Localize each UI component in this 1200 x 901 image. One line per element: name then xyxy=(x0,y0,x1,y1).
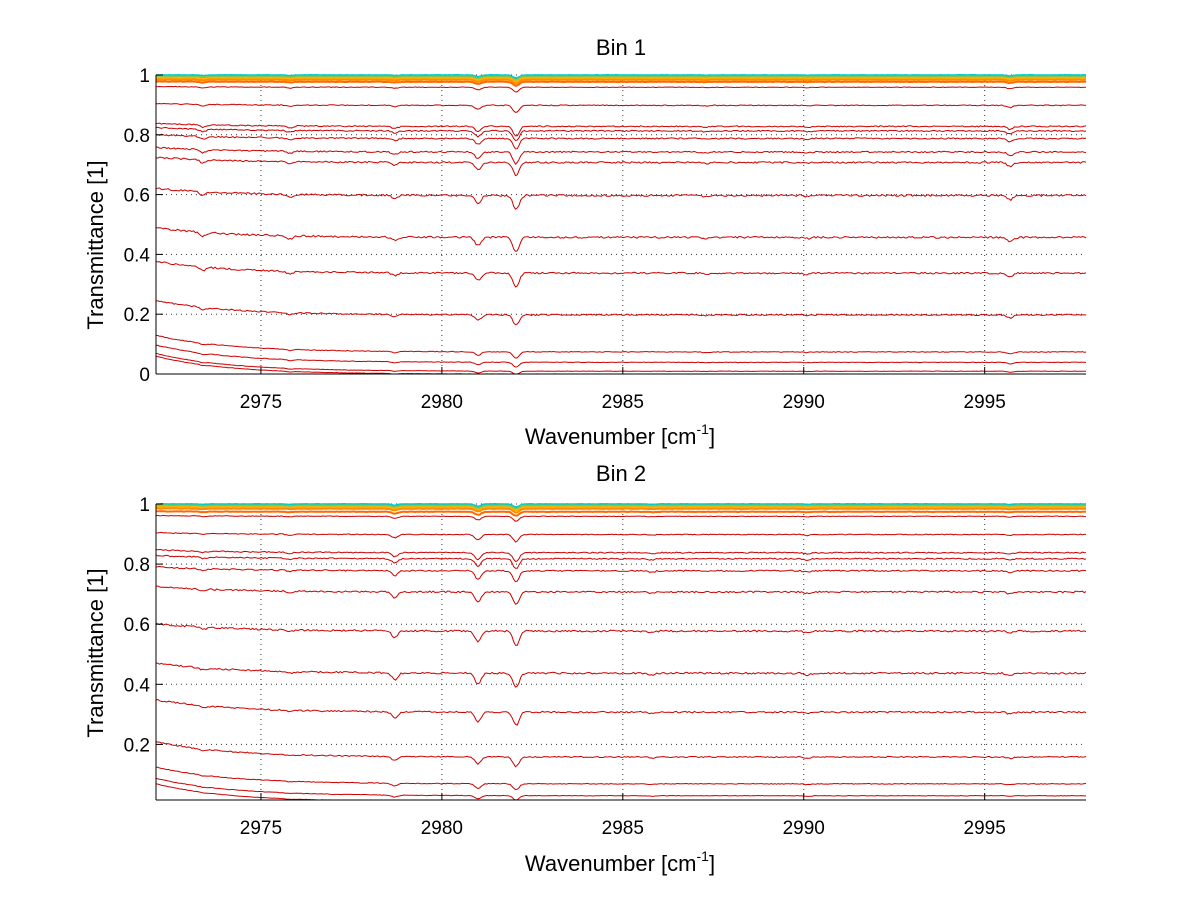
y-tick-label: 0.6 xyxy=(124,186,150,207)
series-line xyxy=(155,554,1087,569)
y-tick-label: 0.2 xyxy=(124,735,150,756)
series-line xyxy=(155,662,1087,688)
chart-panel-bin-1: Bin 1 Transmittance [1] Wavenumber [cm-1… xyxy=(83,35,1087,449)
series-line xyxy=(155,548,1087,562)
y-tick-label: 1 xyxy=(139,66,150,87)
series-line xyxy=(155,698,1087,726)
series-line xyxy=(155,260,1087,288)
series-line xyxy=(156,585,1087,605)
series-line xyxy=(155,507,1087,514)
series-line xyxy=(155,156,1087,177)
series-line xyxy=(155,102,1087,113)
series-line xyxy=(155,126,1087,142)
chart-title: Bin 2 xyxy=(596,461,646,486)
series-line xyxy=(155,300,1087,326)
series-line xyxy=(155,85,1086,93)
x-tick-label: 2975 xyxy=(240,392,282,413)
series-group xyxy=(155,73,1087,375)
y-tick-label: 0 xyxy=(139,365,150,386)
series-line xyxy=(155,777,1086,801)
series-line xyxy=(155,146,1086,166)
series-line xyxy=(155,622,1087,646)
y-tick-label: 0.8 xyxy=(124,555,150,576)
x-axis-label: Wavenumber [cm-1] xyxy=(525,848,715,876)
series-line xyxy=(155,741,1087,768)
series-line xyxy=(155,187,1087,210)
series-line xyxy=(155,78,1086,85)
series-line xyxy=(155,122,1087,137)
series-line xyxy=(156,766,1087,791)
x-tick-label: 2990 xyxy=(783,392,825,413)
x-tick-label: 2995 xyxy=(964,392,1006,413)
y-tick-label: 0.2 xyxy=(124,305,150,326)
y-axis-label: Transmittance [1] xyxy=(83,160,108,329)
series-line xyxy=(156,80,1087,87)
y-axis-label: Transmittance [1] xyxy=(83,568,108,737)
x-tick-label: 2995 xyxy=(964,818,1006,839)
series-line xyxy=(155,76,1087,83)
y-tick-label: 0.4 xyxy=(124,675,151,696)
x-tick-label: 2985 xyxy=(602,392,644,413)
x-tick-label: 2985 xyxy=(602,818,644,839)
series-line xyxy=(155,352,1087,375)
grid xyxy=(156,74,1086,375)
series-line xyxy=(155,502,1087,509)
y-tick-label: 0.4 xyxy=(124,245,151,266)
x-tick-label: 2990 xyxy=(783,818,825,839)
series-line xyxy=(155,510,1087,517)
series-line xyxy=(156,335,1087,359)
y-tick-label: 1 xyxy=(139,495,150,516)
series-line xyxy=(156,75,1086,81)
x-tick-label: 2975 xyxy=(240,818,282,839)
series-line xyxy=(155,565,1087,583)
x-tick-label: 2980 xyxy=(421,392,463,413)
series-line xyxy=(155,783,1086,801)
series-line xyxy=(155,514,1087,522)
x-axis-label: Wavenumber [cm-1] xyxy=(525,421,715,449)
series-line xyxy=(155,505,1087,512)
y-tick-label: 0.6 xyxy=(124,615,150,636)
y-tick-label: 0.8 xyxy=(124,126,150,147)
series-line xyxy=(155,227,1087,252)
series-line xyxy=(155,73,1087,80)
series-line xyxy=(155,531,1086,543)
chart-panel-bin-2: Bin 2 Transmittance [1] Wavenumber [cm-1… xyxy=(83,461,1087,876)
series-line xyxy=(155,504,1087,511)
series-line xyxy=(155,133,1087,150)
series-line xyxy=(155,344,1087,368)
series-group xyxy=(155,502,1087,801)
chart-title: Bin 1 xyxy=(596,35,646,60)
x-tick-label: 2980 xyxy=(421,818,463,839)
